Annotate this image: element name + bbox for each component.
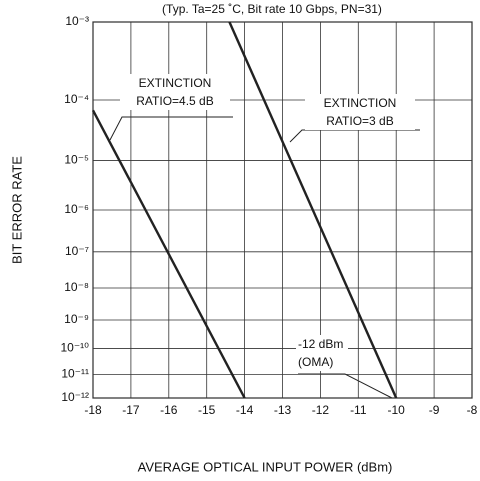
annotation: RATIO=3 dB	[326, 114, 393, 128]
annotation: EXTINCTION	[324, 96, 397, 110]
series-line	[91, 109, 246, 399]
annotation-background	[305, 94, 415, 130]
annotation: (OMA)	[298, 355, 333, 369]
y-tick-label: 10⁻¹¹	[61, 367, 89, 381]
y-tick-label: 10⁻³	[65, 14, 89, 28]
y-tick-label: 10⁻⁵	[64, 153, 89, 167]
x-tick-label: -11	[350, 403, 367, 417]
x-tick-label: -18	[84, 403, 102, 417]
series-line	[228, 21, 398, 399]
annotation: RATIO=4.5 dB	[136, 94, 213, 108]
x-tick-label: -13	[274, 403, 292, 417]
x-tick-label: -10	[388, 403, 406, 417]
x-tick-label: -8	[467, 403, 478, 417]
x-tick-label: -15	[198, 403, 216, 417]
leader	[109, 116, 233, 141]
annotation: EXTINCTION	[139, 76, 212, 90]
leader	[289, 129, 420, 143]
x-tick-label: -14	[236, 403, 254, 417]
annotation: -12 dBm	[298, 337, 343, 351]
chart-subtitle: (Typ. Ta=25 ˚C, Bit rate 10 Gbps, PN=31)	[162, 2, 382, 16]
leader	[298, 373, 393, 399]
y-axis-label: BIT ERROR RATE	[9, 156, 24, 264]
y-tick-label: 10⁻⁷	[65, 244, 89, 258]
y-tick-label: 10⁻⁸	[64, 280, 89, 294]
annotation-background	[296, 335, 348, 371]
x-tick-label: -12	[312, 403, 330, 417]
y-tick-label: 10⁻¹²	[61, 390, 89, 404]
y-tick-label: 10⁻⁴	[64, 92, 89, 106]
y-tick-label: 10⁻⁹	[64, 312, 89, 326]
x-tick-label: -17	[122, 403, 140, 417]
x-axis-label: AVERAGE OPTICAL INPUT POWER (dBm)	[138, 459, 393, 474]
leaders	[109, 116, 420, 399]
x-tick-label: -16	[160, 403, 178, 417]
y-tick-label: 10⁻¹⁰	[61, 341, 90, 355]
y-tick-label: 10⁻⁶	[64, 202, 89, 216]
x-tick-label: -9	[429, 403, 440, 417]
annotation-background	[120, 74, 230, 110]
